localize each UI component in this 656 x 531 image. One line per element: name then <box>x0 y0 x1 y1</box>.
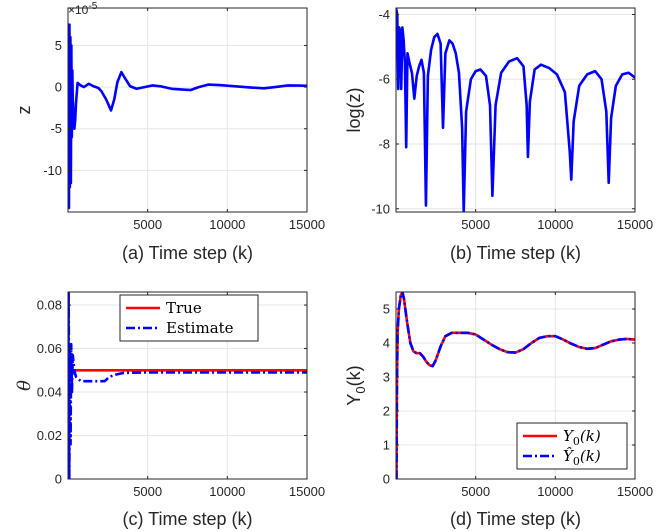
x-tick-label: 10000 <box>537 217 573 232</box>
x-axis-caption: (c) Time step (k) <box>122 509 252 529</box>
series-line-0 <box>68 23 307 210</box>
ticks: 5000 10000 15000 -10 -5 0 5 <box>43 8 325 232</box>
legend-label: Estimate <box>166 319 234 337</box>
legend-label-sub: 0 <box>573 455 580 468</box>
y-tick-label: 3 <box>383 370 390 385</box>
legend-label-sub: 0 <box>573 435 580 448</box>
series-group <box>68 23 307 210</box>
y-tick-label: 0.08 <box>37 298 62 313</box>
y-tick-label: 0.02 <box>37 428 62 443</box>
y-tick-label: 5 <box>55 38 62 53</box>
x-axis-caption: (d) Time step (k) <box>450 509 581 529</box>
y-tick-label: 0 <box>55 80 62 95</box>
legend-label-suffix: (k) <box>580 427 601 445</box>
legend-label-main: Y <box>563 427 575 445</box>
y-axis-label-suffix: (k) <box>344 365 364 386</box>
x-tick-label: 10000 <box>209 217 245 232</box>
series-line-0 <box>396 8 635 212</box>
legend-label-suffix: (k) <box>580 447 601 465</box>
series-line-estimate <box>68 292 307 479</box>
x-tick-label: 10000 <box>537 484 573 499</box>
chart-panel-a: 5000 10000 15000-10-505×10-5(a) Time step … <box>14 1 325 263</box>
ticks: 5000 10000 15000 -10 -8 -6 -4 <box>371 7 653 232</box>
x-tick-label: 5000 <box>133 484 162 499</box>
y-axis-label-sub: 0 <box>353 386 368 393</box>
legend-label-main: Ŷ <box>563 447 575 465</box>
x-tick-label: 15000 <box>617 217 653 232</box>
legend-label: Y0(k) <box>563 427 601 448</box>
legend: True Estimate <box>119 294 259 342</box>
axes-box <box>67 7 308 213</box>
y-axis-label-main: z <box>14 106 34 115</box>
exponent-base: ×10 <box>68 3 89 17</box>
x-tick-label: 5000 <box>461 217 490 232</box>
chart-panel-c: 5000 10000 15000 0 0.02 0.04 0.06 0.08 (c) Time … <box>14 291 325 529</box>
y-axis-label: Y0(k) <box>344 365 368 405</box>
ticks: 5000 10000 15000 0 0.02 0.04 0.06 0.08 <box>37 292 325 499</box>
grid-lines <box>68 8 307 212</box>
y-tick-label: 4 <box>383 336 390 351</box>
y-tick-label: -6 <box>378 72 390 87</box>
series-group <box>68 292 307 479</box>
y-axis-label: θ <box>14 380 35 391</box>
y-axis-label-main: Y <box>344 394 364 406</box>
series-line--0-k- <box>396 292 635 479</box>
plot-area <box>396 8 635 212</box>
legend-box <box>516 422 628 470</box>
axes-box <box>67 291 308 480</box>
series-group <box>396 292 635 479</box>
x-tick-label: 15000 <box>289 484 325 499</box>
plot-area <box>68 8 307 212</box>
axes-box <box>395 7 636 213</box>
axes-box <box>395 291 636 480</box>
y-axis-label: log(z) <box>344 87 364 132</box>
x-tick-label: 10000 <box>209 484 245 499</box>
y-tick-label: 0.04 <box>37 385 62 400</box>
y-tick-label: -10 <box>43 163 62 178</box>
exponent-power: -5 <box>88 1 97 12</box>
x-tick-label: 5000 <box>461 484 490 499</box>
y-tick-label: 0.06 <box>37 341 62 356</box>
ticks: 5000 10000 15000 0 1 2 3 4 5 <box>383 292 653 499</box>
y-tick-label: -4 <box>378 7 390 22</box>
x-axis-caption: (a) Time step (k) <box>122 243 253 263</box>
y-tick-label: -10 <box>371 201 390 216</box>
y-tick-label: 0 <box>55 472 62 487</box>
series-group <box>396 8 635 212</box>
y-tick-label: 2 <box>383 404 390 419</box>
y-axis-label-main: log(z) <box>344 87 364 132</box>
y-tick-label: -5 <box>50 121 62 136</box>
x-axis-caption: (b) Time step (k) <box>450 243 581 263</box>
legend-box <box>119 294 259 342</box>
y-tick-label: 1 <box>383 438 390 453</box>
legend-label: True <box>166 299 202 317</box>
axis-exponent-label: ×10-5 <box>68 1 98 17</box>
legend: Y0(k)Ŷ0(k) <box>516 422 628 470</box>
y-tick-label: 0 <box>383 472 390 487</box>
x-tick-label: 15000 <box>289 217 325 232</box>
y-tick-label: 5 <box>383 302 390 317</box>
chart-panel-b: 5000 10000 15000 -10 -8 -6 -4 (b) Time step (k)… <box>344 7 653 263</box>
y-axis-label-main: θ <box>14 380 35 391</box>
y-tick-label: -8 <box>378 137 390 152</box>
grid-lines <box>396 8 635 212</box>
y-axis-label: z <box>14 106 34 115</box>
legend-label: Ŷ0(k) <box>563 447 601 468</box>
x-tick-label: 15000 <box>617 484 653 499</box>
x-tick-label: 5000 <box>133 217 162 232</box>
